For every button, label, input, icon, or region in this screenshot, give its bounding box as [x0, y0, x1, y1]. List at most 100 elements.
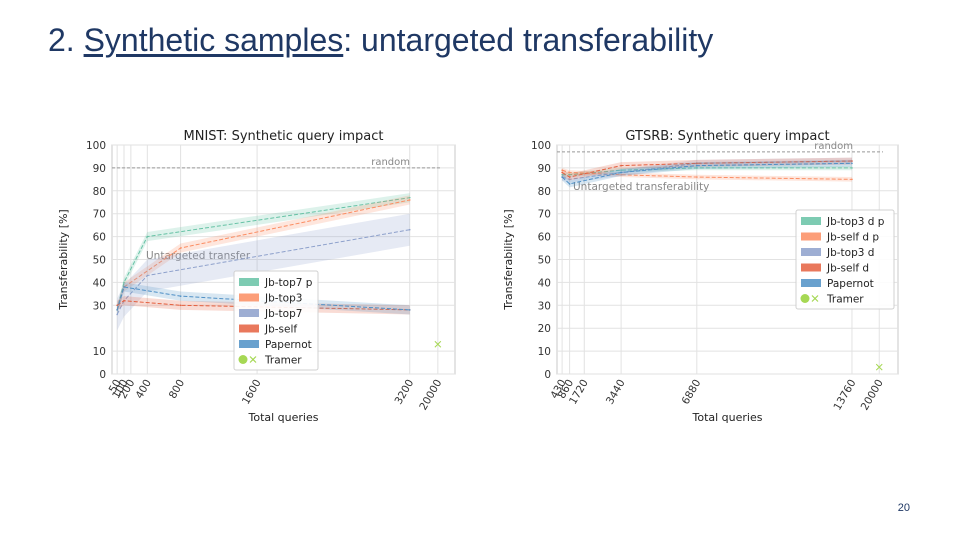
- mnist-series-papernot-point-50: [116, 309, 118, 311]
- mnist-xtick-label-800: 800: [167, 378, 187, 401]
- gtsrb-series-tramer-marker-stroke-b: [875, 363, 883, 371]
- gtsrb-series-jb-top3-d-p-point-3440: [620, 169, 622, 171]
- gtsrb-random-label: random: [814, 141, 853, 152]
- mnist-series-jb-top7-p-point-400: [146, 235, 149, 238]
- gtsrb-series-jb-self-d-point-860: [568, 176, 571, 178]
- gtsrb-ytick-label-0: 0: [544, 369, 551, 381]
- gtsrb-series-jb-self-d-p-point-430: [561, 169, 563, 171]
- title-link-synthetic-samples[interactable]: Synthetic samples: [83, 22, 344, 58]
- mnist-legend-item-tramer-swatch-x-b: [249, 356, 257, 363]
- mnist-series-jb-top7-p-band: [117, 193, 410, 315]
- gtsrb-legend-item-jb-top3-d-p-swatch: [801, 217, 821, 225]
- mnist-legend-item-jb-top7-p-swatch: [239, 278, 259, 286]
- mnist-series-jb-top7-point-3200: [408, 228, 411, 231]
- gtsrb-series-jb-top3-d-p-point-6880: [696, 167, 698, 169]
- gtsrb-series-jb-top3-d-p-band: [562, 165, 852, 178]
- gtsrb-legend-item-jb-top3-d-swatch: [801, 248, 821, 256]
- mnist-legend-item-jb-top7-p-label: Jb-top7 p: [264, 277, 313, 289]
- gtsrb-series-jb-top3-d-point-860: [568, 178, 571, 181]
- gtsrb-series-jb-top3-d-p-point-430: [561, 173, 563, 176]
- mnist-legend-item-tramer-label: Tramer: [264, 355, 302, 367]
- mnist-legend-item-jb-top7-label: Jb-top7: [264, 308, 302, 320]
- mnist-ytick-label-10: 10: [93, 346, 106, 358]
- gtsrb-series-papernot-band: [562, 159, 852, 188]
- mnist-xtick-label-3200: 3200: [393, 378, 417, 407]
- mnist-ytick-label-50: 50: [93, 255, 106, 267]
- gtsrb-legend-item-jb-top3-d-label: Jb-top3 d: [826, 247, 874, 259]
- mnist-x-axis-label: Total queries: [248, 411, 319, 424]
- mnist-random-label: random: [371, 157, 410, 168]
- mnist-legend-item-jb-top3-swatch: [239, 293, 259, 302]
- mnist-series-jb-top7-p-line: [116, 197, 410, 311]
- gtsrb-ytick-label-100: 100: [531, 140, 551, 152]
- gtsrb-series-tramer-point: [875, 363, 883, 371]
- gtsrb-xtick-label-3440: 3440: [604, 378, 628, 407]
- gtsrb-series-jb-top3-d-p-point-860: [568, 173, 571, 176]
- gtsrb-series-jb-top3-d-p-line: [562, 167, 852, 176]
- mnist-series-papernot-point-800: [179, 295, 182, 297]
- mnist-xtick-label-1600: 1600: [240, 378, 264, 407]
- gtsrb-legend-item-tramer-label: Tramer: [826, 294, 864, 306]
- mnist-series-jb-top3-band: [117, 195, 410, 315]
- mnist-series-jb-top7-p-point-3200: [408, 196, 411, 199]
- mnist-series-jb-top3-point-3200: [408, 199, 411, 201]
- mnist-annotation-label: Untargeted transfer: [146, 250, 251, 262]
- gtsrb-series-papernot-point-13760: [851, 162, 853, 165]
- mnist-series-jb-top7-point-400: [146, 274, 149, 277]
- mnist-legend-item-jb-top7-swatch: [239, 309, 259, 317]
- gtsrb-legend-item-jb-self-d-p-label: Jb-self d p: [826, 232, 879, 244]
- gtsrb-ytick-label-30: 30: [538, 300, 551, 312]
- mnist-series-jb-self-point-800: [179, 304, 182, 307]
- gtsrb-ytick-label-10: 10: [538, 346, 551, 358]
- mnist-ytick-label-100: 100: [86, 140, 106, 152]
- mnist-legend-item-jb-self-swatch: [239, 324, 259, 333]
- gtsrb-chart-title: GTSRB: Synthetic query impact: [625, 129, 829, 144]
- mnist-series-papernot-point-100: [123, 286, 125, 288]
- gtsrb-series-papernot-point-3440: [620, 171, 622, 174]
- gtsrb-annotation-label: Untargeted transferability: [573, 181, 709, 193]
- gtsrb-legend-item-jb-self-d-p-swatch: [801, 232, 821, 241]
- gtsrb-legend-item-papernot-label: Papernot: [827, 278, 874, 290]
- mnist-series-jb-top3-point-800: [179, 247, 182, 249]
- gtsrb-legend-item-jb-top3-d-p-label: Jb-top3 d p: [826, 216, 885, 228]
- mnist-xtick-label-50: 50: [107, 378, 124, 396]
- mnist-series-jb-self-point-100: [123, 299, 125, 302]
- gtsrb-ytick-label-50: 50: [538, 255, 551, 267]
- gtsrb-series-jb-self-d-p-point-13760: [851, 178, 853, 181]
- gtsrb-series-jb-top3-d-p-point-13760: [851, 167, 853, 169]
- mnist-series-jb-self-line: [116, 300, 410, 311]
- gtsrb-series-jb-self-d-p-point-6880: [696, 176, 698, 178]
- page-number: 20: [897, 502, 910, 514]
- mnist-ytick-label-60: 60: [93, 232, 106, 244]
- gtsrb-xtick-label-20000: 20000: [859, 378, 886, 413]
- gtsrb-series-jb-self-d-p-point-3440: [620, 173, 622, 176]
- gtsrb-xtick-label-13760: 13760: [831, 378, 858, 413]
- gtsrb-ytick-label-40: 40: [538, 277, 551, 289]
- mnist-ytick-label-40: 40: [93, 277, 106, 289]
- mnist-ytick-label-70: 70: [93, 209, 106, 221]
- gtsrb-series-papernot-point-860: [568, 183, 571, 185]
- mnist-series-papernot-point-3200: [408, 309, 411, 311]
- mnist-series-jb-top7-p-point-100: [123, 281, 125, 284]
- gtsrb-series-papernot-point-6880: [696, 164, 698, 167]
- gtsrb-xtick-label-6880: 6880: [680, 378, 704, 407]
- slide-title: 2. Synthetic samples: untargeted transfe…: [48, 22, 713, 59]
- gtsrb-series-jb-self-d-band: [562, 157, 852, 181]
- mnist-ytick-label-0: 0: [99, 369, 106, 381]
- gtsrb-series-jb-self-d-point-6880: [696, 162, 698, 165]
- mnist-legend-item-tramer-swatch-dot: [238, 355, 248, 364]
- mnist-series-jb-self-point-50: [116, 304, 118, 307]
- gtsrb-series-papernot-point-430: [561, 176, 563, 178]
- gtsrb-x-axis-label: Total queries: [692, 411, 763, 424]
- title-suffix: : untargeted transferability: [343, 22, 714, 58]
- gtsrb-legend-item-jb-self-d-label: Jb-self d: [826, 263, 869, 275]
- mnist-ytick-label-30: 30: [93, 300, 106, 312]
- mnist-legend-item-jb-self-label: Jb-self: [264, 324, 297, 336]
- gtsrb-y-axis-label: Transferability [%]: [502, 209, 515, 310]
- gtsrb-legend-item-tramer-swatch-dot: [800, 294, 810, 303]
- mnist-series-jb-top7-point-50: [116, 313, 118, 316]
- mnist-series-jb-top7-line: [116, 229, 410, 315]
- gtsrb-ytick-label-60: 60: [538, 232, 551, 244]
- gtsrb-series-jb-self-d-point-3440: [620, 164, 622, 167]
